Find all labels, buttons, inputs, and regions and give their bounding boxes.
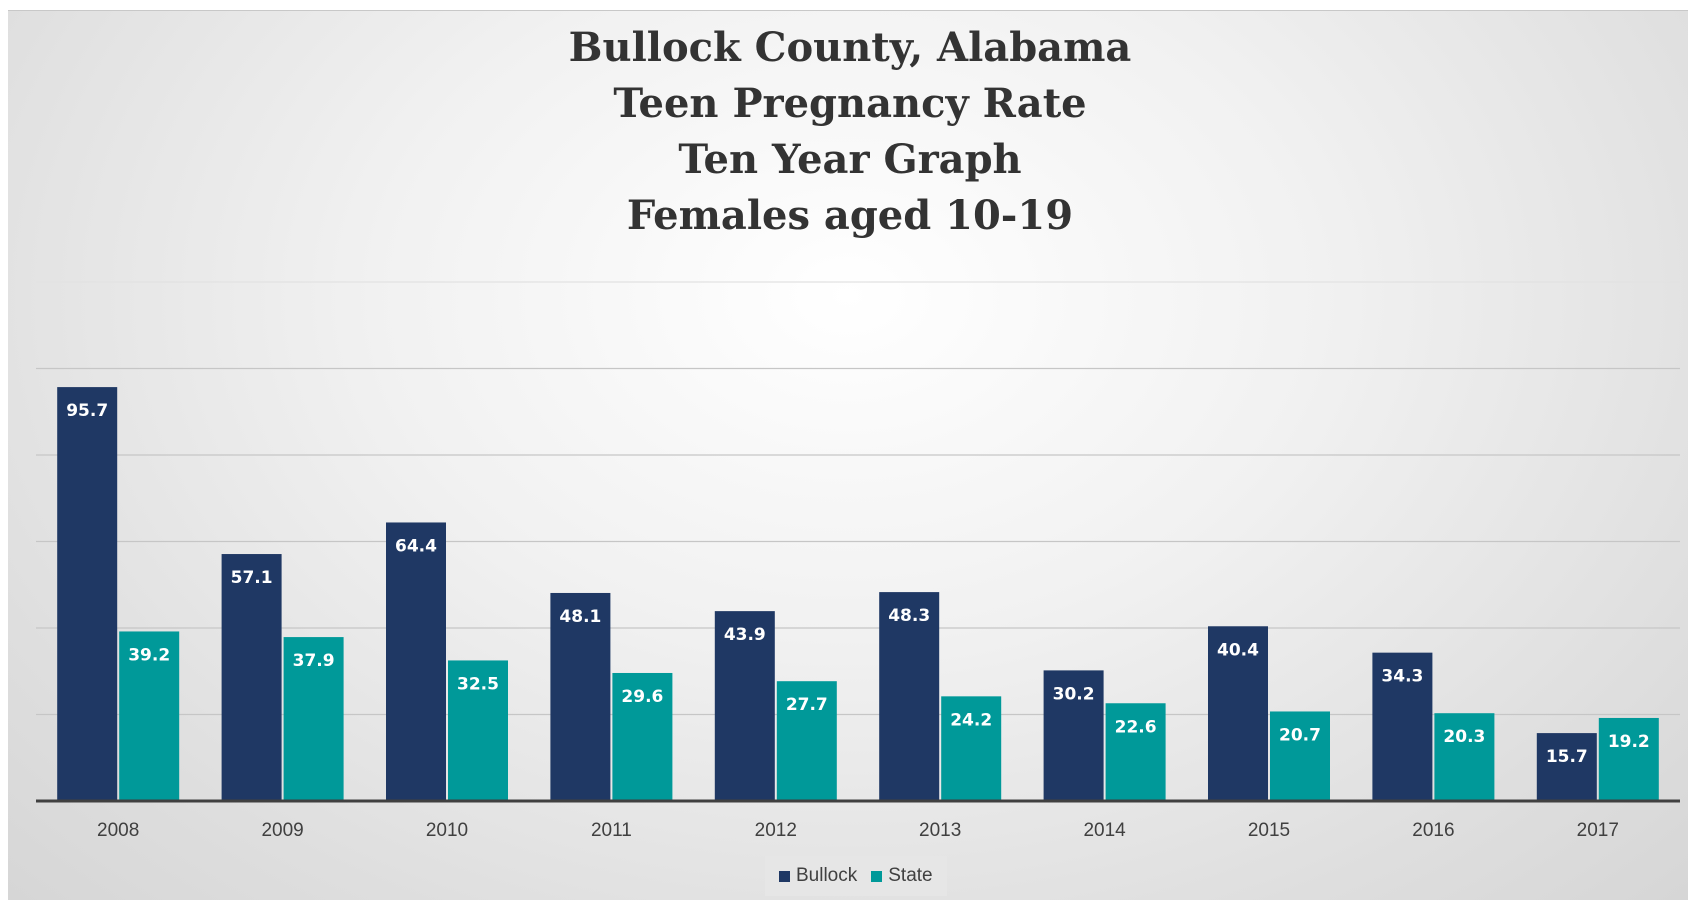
bar-bullock-2017 bbox=[1536, 733, 1597, 801]
bar-bullock-2013 bbox=[879, 592, 940, 801]
bar-state-2011 bbox=[612, 672, 673, 801]
data-label-bullock-2015: 40.4 bbox=[1217, 640, 1259, 660]
x-tick-label-2015: 2015 bbox=[1248, 820, 1290, 841]
bar-state-2013 bbox=[941, 696, 1002, 801]
data-label-state-2014: 22.6 bbox=[1115, 717, 1157, 737]
gridlines bbox=[36, 281, 1680, 716]
data-label-state-2009: 37.9 bbox=[293, 651, 335, 671]
legend-swatch-state bbox=[871, 870, 883, 882]
bar-state-2012 bbox=[776, 681, 837, 801]
bar-state-2015 bbox=[1270, 711, 1330, 801]
bar-bullock-2015 bbox=[1208, 626, 1268, 801]
chart-title: Bullock County, Alabama Teen Pregnancy R… bbox=[0, 20, 1688, 244]
bar-state-2009 bbox=[283, 637, 344, 801]
x-tick-label-2009: 2009 bbox=[261, 820, 303, 841]
bar-bullock-2009 bbox=[221, 554, 282, 801]
title-line-4: Females aged 10-19 bbox=[626, 192, 1074, 239]
data-label-bullock-2012: 43.9 bbox=[724, 625, 766, 645]
legend-label-bullock: Bullock bbox=[796, 865, 858, 886]
data-label-bullock-2016: 34.3 bbox=[1381, 667, 1423, 687]
data-label-bullock-2017: 15.7 bbox=[1546, 747, 1588, 767]
bar-bullock-2008 bbox=[57, 387, 118, 801]
legend-label-state: State bbox=[888, 865, 933, 886]
x-tick-label-2017: 2017 bbox=[1577, 820, 1619, 841]
x-tick-label-2012: 2012 bbox=[755, 820, 797, 841]
x-tick-label-2013: 2013 bbox=[919, 820, 961, 841]
x-axis-ticks: 2008 2009 2010 2011 2012 2013 2014 2015 2016 2017 bbox=[97, 820, 1619, 841]
legend: Bullock State bbox=[765, 856, 947, 896]
x-tick-label-2014: 2014 bbox=[1083, 820, 1126, 841]
bars bbox=[57, 387, 1659, 801]
bar-bullock-2011 bbox=[550, 592, 611, 801]
data-label-state-2008: 39.2 bbox=[128, 645, 170, 665]
data-label-state-2016: 20.3 bbox=[1443, 727, 1485, 747]
bar-bullock-2016 bbox=[1372, 652, 1433, 801]
data-label-state-2011: 29.6 bbox=[621, 687, 663, 707]
bar-state-2017 bbox=[1598, 717, 1659, 801]
data-label-bullock-2013: 48.3 bbox=[888, 606, 930, 626]
data-label-state-2012: 27.7 bbox=[786, 695, 828, 715]
data-label-bullock-2014: 30.2 bbox=[1053, 684, 1095, 704]
x-tick-label-2011: 2011 bbox=[591, 820, 632, 841]
title-line-2: Teen Pregnancy Rate bbox=[613, 80, 1087, 127]
data-labels: 95.7 39.2 57.1 37.9 64.4 32.5 48.1 29.6 43.9 27.7… bbox=[66, 401, 1650, 767]
data-label-bullock-2010: 64.4 bbox=[395, 536, 437, 556]
bar-state-2014 bbox=[1105, 703, 1166, 801]
data-label-bullock-2008: 95.7 bbox=[66, 401, 108, 421]
data-label-state-2013: 24.2 bbox=[950, 710, 992, 730]
x-tick-label-2016: 2016 bbox=[1412, 820, 1454, 841]
bar-state-2016 bbox=[1434, 713, 1495, 801]
bar-state-2008 bbox=[119, 631, 180, 801]
data-label-bullock-2009: 57.1 bbox=[231, 568, 273, 588]
data-label-bullock-2011: 48.1 bbox=[559, 607, 601, 627]
bar-bullock-2014 bbox=[1043, 670, 1104, 801]
bar-bullock-2010 bbox=[386, 522, 446, 801]
data-label-state-2015: 20.7 bbox=[1279, 725, 1321, 745]
legend-swatch-bullock bbox=[779, 870, 790, 882]
legend-item-state: State bbox=[871, 865, 933, 887]
x-tick-label-2008: 2008 bbox=[97, 820, 139, 841]
bar-state-2010 bbox=[448, 660, 508, 801]
data-label-state-2017: 19.2 bbox=[1608, 732, 1650, 752]
legend-item-bullock: Bullock bbox=[779, 865, 857, 887]
title-line-1: Bullock County, Alabama bbox=[568, 24, 1132, 71]
title-line-3: Ten Year Graph bbox=[678, 136, 1022, 183]
data-label-state-2010: 32.5 bbox=[457, 674, 499, 694]
x-tick-label-2010: 2010 bbox=[426, 820, 468, 841]
bar-bullock-2012 bbox=[714, 611, 775, 801]
